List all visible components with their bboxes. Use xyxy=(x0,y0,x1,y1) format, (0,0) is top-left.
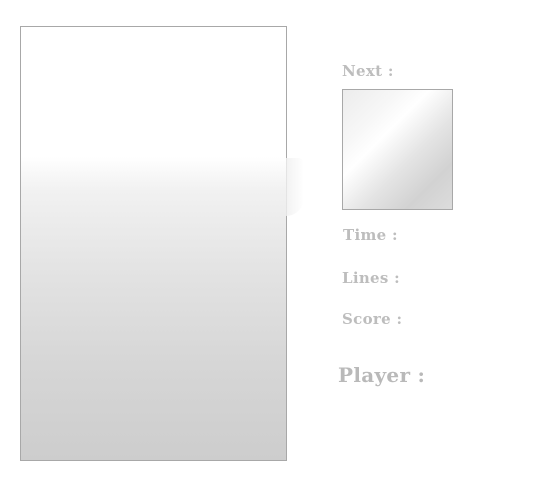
time-label: Time : xyxy=(343,226,398,244)
player-label: Player : xyxy=(338,363,426,387)
game-board[interactable] xyxy=(20,26,287,461)
board-glare-decoration xyxy=(286,158,304,216)
next-piece-label: Next : xyxy=(342,62,394,80)
lines-label: Lines : xyxy=(342,269,400,287)
next-piece-preview xyxy=(342,89,453,210)
score-label: Score : xyxy=(342,310,403,328)
